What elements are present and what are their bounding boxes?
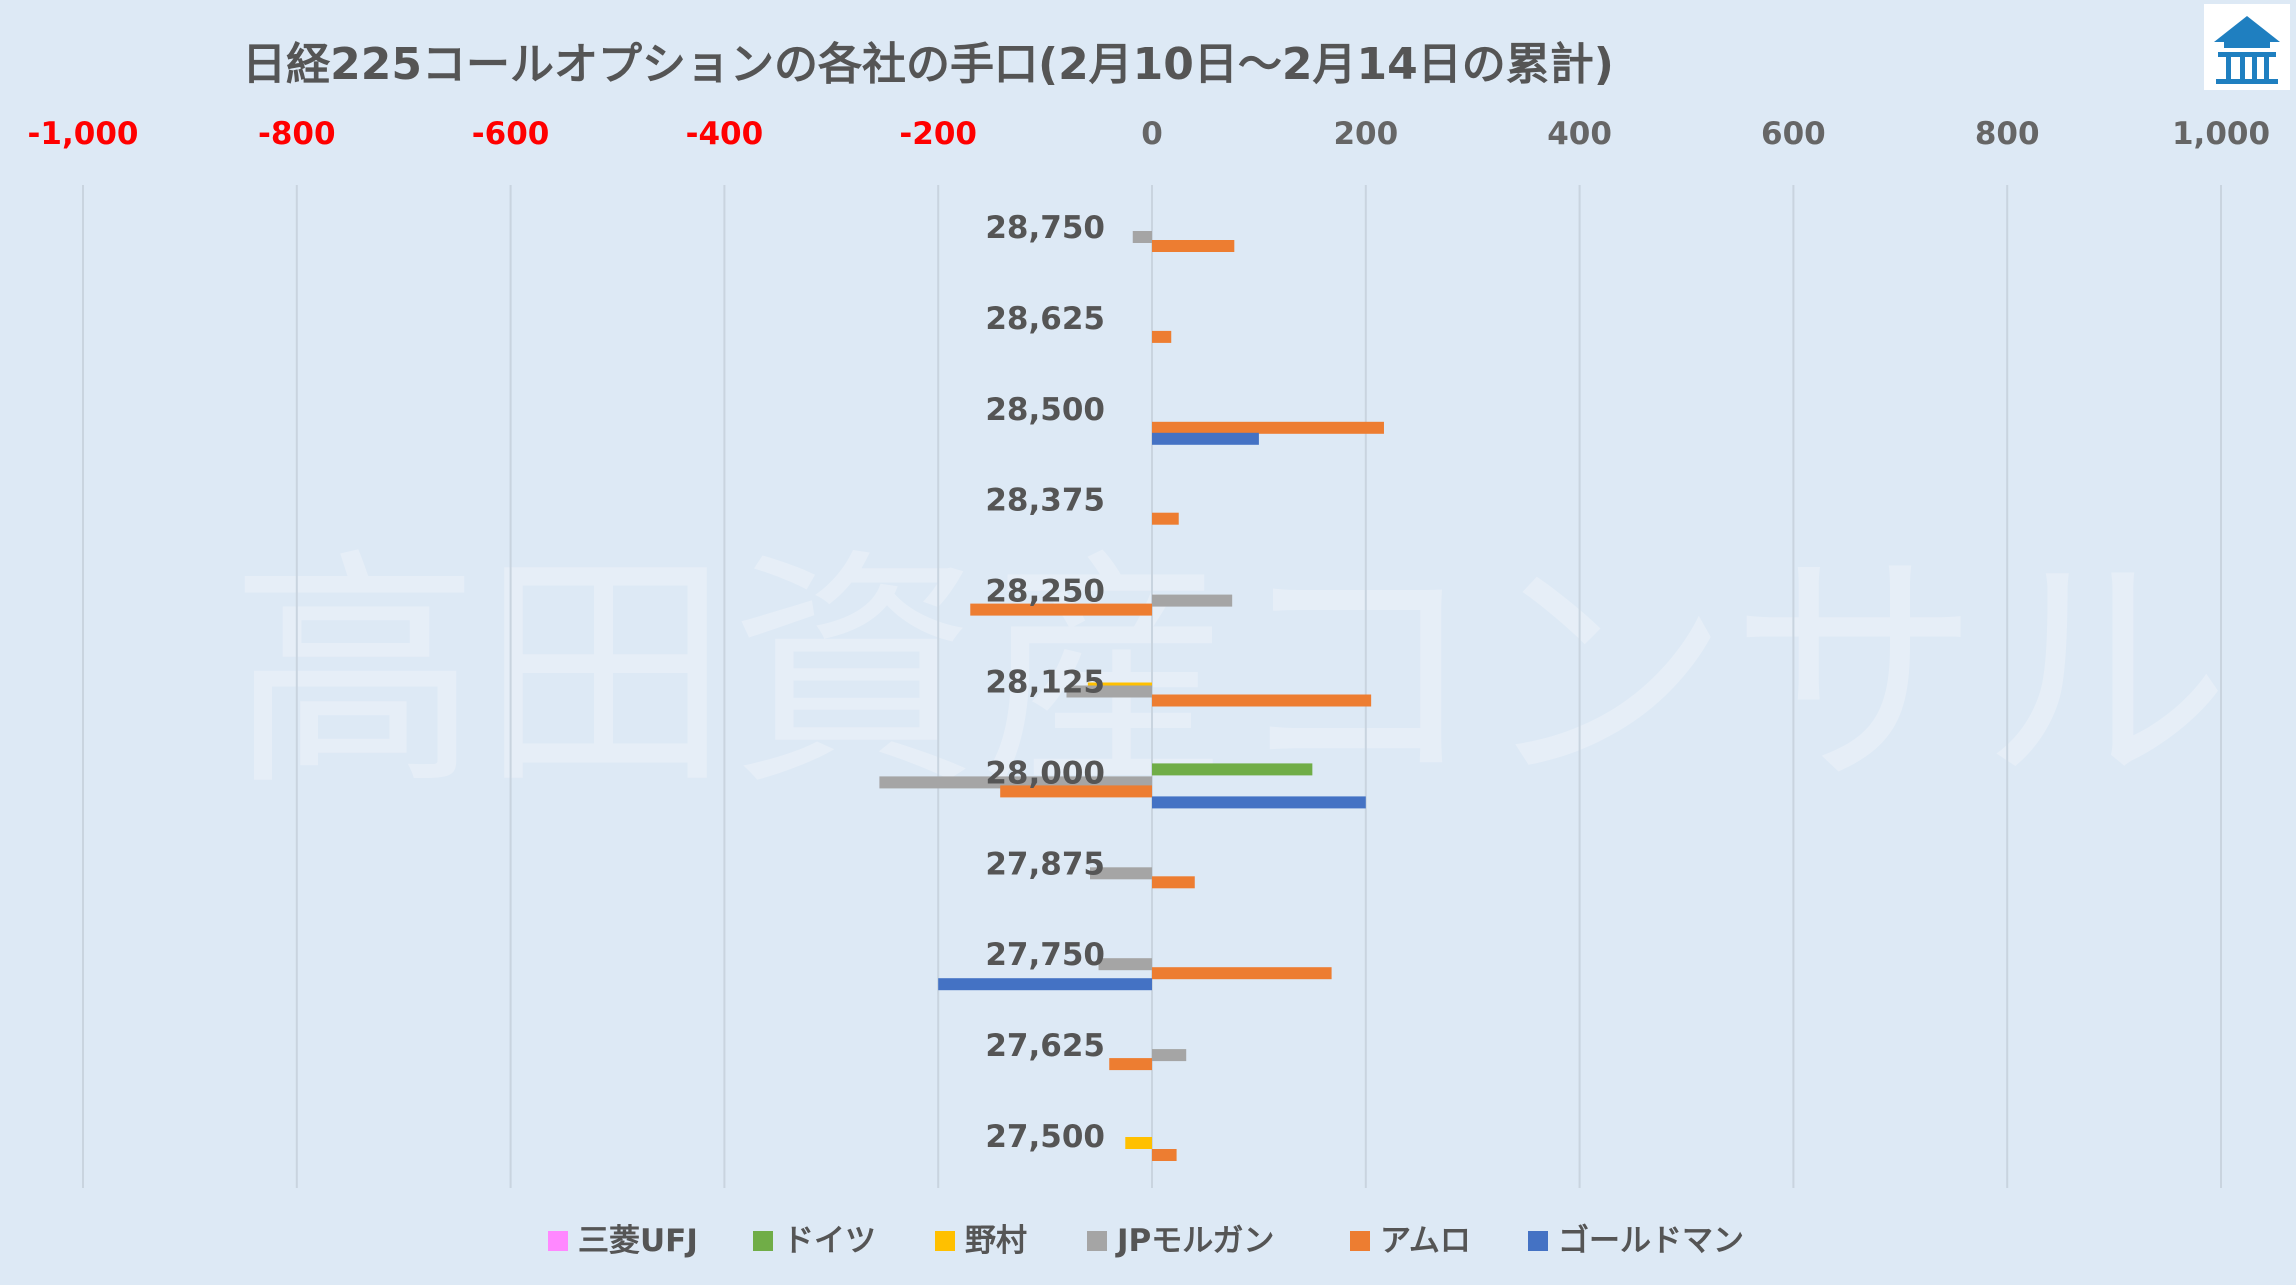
legend-label: アムロ xyxy=(1380,1223,1471,1259)
y-tick-label: 28,125 xyxy=(985,665,1105,701)
bar xyxy=(1152,330,1172,343)
bar xyxy=(1152,1149,1177,1161)
y-tick-label: 28,250 xyxy=(985,574,1105,610)
x-tick-label: -200 xyxy=(899,116,977,152)
y-tick-label: 27,875 xyxy=(985,846,1105,882)
x-tick-label: 1,000 xyxy=(2172,116,2270,152)
x-tick-label: 200 xyxy=(1333,116,1398,152)
legend: 三菱UFJ ドイツ 野村 JPモルガン アムロ ゴールドマン xyxy=(548,1223,1744,1259)
x-axis-ticks: -1,000 -800 -600 -400 -200 0 200 400 600 800 1,000 xyxy=(28,116,2270,152)
bar xyxy=(1089,867,1152,880)
x-tick-label: -1,000 xyxy=(28,116,139,152)
bar xyxy=(1152,876,1195,889)
x-tick-label: -400 xyxy=(686,116,764,152)
bar xyxy=(1066,685,1152,698)
bar xyxy=(970,603,1152,616)
legend-label: JPモルガン xyxy=(1115,1223,1274,1259)
x-tick-label: 600 xyxy=(1761,116,1826,152)
bar xyxy=(1132,231,1152,243)
legend-label: 三菱UFJ xyxy=(578,1223,698,1259)
y-tick-label: 28,750 xyxy=(985,210,1105,246)
bar xyxy=(1125,1137,1152,1149)
y-tick-label: 28,625 xyxy=(985,301,1105,337)
bar xyxy=(1152,796,1366,809)
y-axis-ticks: 28,750 28,625 28,500 28,375 28,250 28,125 28,0… xyxy=(985,210,1105,1155)
gridlines xyxy=(82,185,2222,1188)
x-tick-label: 0 xyxy=(1141,116,1163,152)
bar xyxy=(1109,1058,1152,1071)
bar xyxy=(938,978,1152,991)
bar xyxy=(1152,763,1313,776)
bar xyxy=(1098,958,1152,971)
legend-swatch xyxy=(935,1231,955,1251)
bar xyxy=(1152,432,1259,445)
legend-label: ドイツ xyxy=(783,1223,876,1259)
y-tick-label: 27,500 xyxy=(985,1119,1105,1155)
bar xyxy=(1152,421,1384,434)
legend-swatch xyxy=(753,1231,773,1251)
bar xyxy=(1152,512,1179,525)
legend-swatch xyxy=(1087,1231,1107,1251)
bar xyxy=(1152,694,1372,707)
legend-swatch xyxy=(548,1231,568,1251)
x-tick-label: 800 xyxy=(1975,116,2040,152)
legend-swatch xyxy=(1350,1231,1370,1251)
chart-title: 日経225コールオプションの各社の手口(2月10日～2月14日の累計) xyxy=(242,39,1614,90)
bar xyxy=(1152,967,1332,980)
x-tick-label: -600 xyxy=(472,116,550,152)
x-tick-label: -800 xyxy=(258,116,336,152)
y-tick-label: 28,375 xyxy=(985,483,1105,519)
x-tick-label: 400 xyxy=(1547,116,1612,152)
y-tick-label: 27,625 xyxy=(985,1028,1105,1064)
y-tick-label: 27,750 xyxy=(985,937,1105,973)
bar xyxy=(1152,594,1233,607)
bar xyxy=(1000,785,1152,798)
y-tick-label: 28,000 xyxy=(985,755,1105,791)
bar xyxy=(1152,1049,1187,1062)
company-logo-icon xyxy=(2204,4,2290,90)
legend-swatch xyxy=(1528,1231,1548,1251)
y-tick-label: 28,500 xyxy=(985,392,1105,428)
legend-label: ゴールドマン xyxy=(1558,1223,1744,1259)
bar xyxy=(1152,240,1235,252)
bars xyxy=(879,231,1384,1161)
legend-label: 野村 xyxy=(965,1223,1027,1259)
